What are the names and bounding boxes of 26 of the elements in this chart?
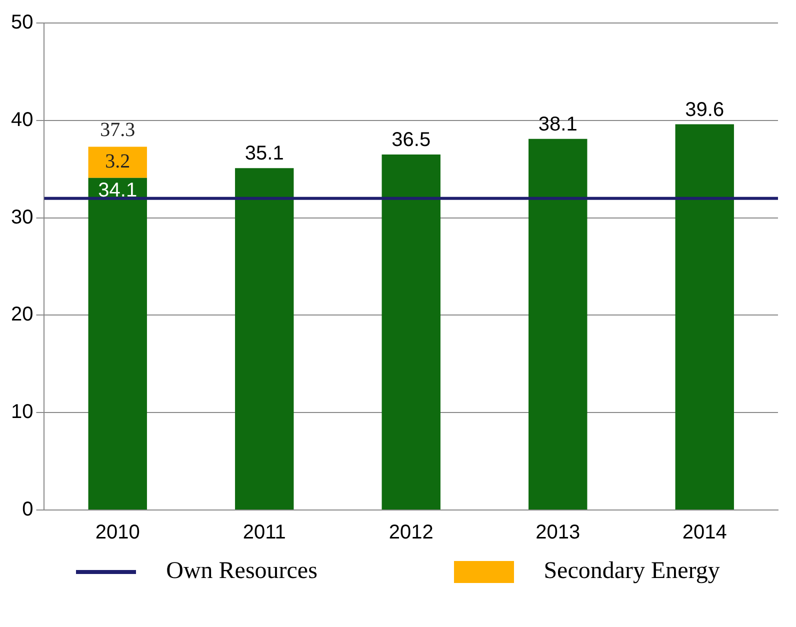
x-tick-label: 2011 bbox=[242, 522, 286, 544]
data-label: 39.6 bbox=[685, 98, 724, 121]
data-label: 3.2 bbox=[105, 150, 130, 173]
bar bbox=[382, 154, 440, 510]
bar bbox=[88, 178, 147, 510]
data-label: 35.1 bbox=[244, 142, 284, 165]
x-tick-label: 2014 bbox=[682, 522, 727, 544]
y-tick-label: 20 bbox=[10, 304, 34, 326]
bar bbox=[528, 138, 588, 510]
bar bbox=[88, 146, 147, 178]
legend-label: Own Resources bbox=[166, 558, 318, 585]
x-tick-label: 2010 bbox=[95, 522, 140, 544]
data-label: 36.5 bbox=[392, 129, 431, 152]
bar bbox=[675, 124, 734, 510]
legend-label: Secondary Energy bbox=[544, 558, 720, 585]
bar bbox=[235, 168, 294, 510]
y-tick-label: 50 bbox=[10, 12, 34, 34]
y-tick-label: 0 bbox=[22, 498, 34, 521]
y-tick-label: 30 bbox=[10, 206, 34, 228]
data-label: 38.1 bbox=[538, 113, 578, 136]
x-tick-label: 2013 bbox=[536, 522, 580, 544]
y-tick-label: 40 bbox=[10, 108, 34, 131]
data-label: 34.1 bbox=[98, 179, 138, 202]
y-tick-label: 10 bbox=[10, 401, 34, 424]
x-tick-label: 2012 bbox=[388, 522, 434, 544]
total-label: 37.3 bbox=[100, 118, 136, 141]
